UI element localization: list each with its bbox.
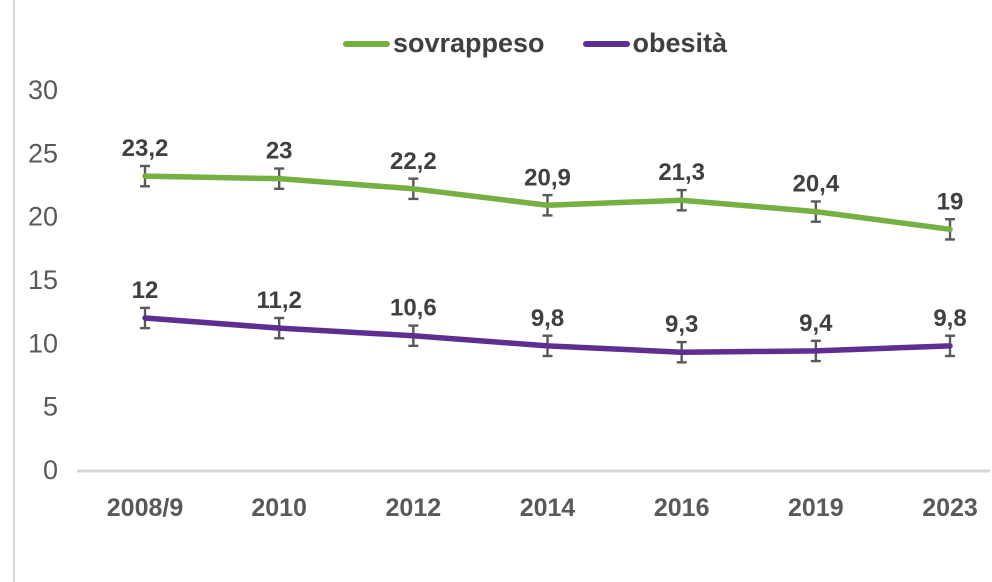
x-axis-category-label: 2014 [520, 494, 576, 522]
data-label-obesità: 9,8 [531, 305, 564, 332]
data-label-sovrappeso: 20,4 [792, 171, 839, 198]
data-label-obesità: 11,2 [256, 287, 301, 314]
x-axis-category-label: 2008/9 [107, 494, 183, 522]
data-label-sovrappeso: 20,9 [524, 164, 571, 191]
x-axis-category-label: 2023 [922, 494, 978, 522]
legend-item-obesita[interactable]: obesità [582, 28, 728, 58]
y-axis-tick-label: 5 [43, 392, 58, 422]
obesita-line-swatch [582, 40, 630, 47]
data-label-obesità: 10,6 [390, 295, 437, 322]
y-axis-tick-label: 25 [28, 138, 58, 168]
data-label-sovrappeso: 19 [937, 188, 964, 215]
y-axis-tick-label: 15 [28, 265, 58, 295]
y-axis-tick-label: 10 [28, 328, 58, 358]
x-axis-category-label: 2016 [654, 494, 710, 522]
left-border-line [13, 0, 15, 582]
legend-item-sovrappeso[interactable]: sovrappeso [342, 28, 545, 58]
data-label-obesità: 9,3 [665, 311, 698, 338]
x-axis-category-label: 2012 [386, 494, 442, 522]
legend-label-sovrappeso: sovrappeso [392, 28, 545, 58]
data-label-obesità: 9,8 [933, 305, 966, 332]
series-line-sovrappeso[interactable] [142, 173, 953, 233]
y-axis-tick-label: 0 [43, 455, 58, 485]
data-label-obesità: 12 [132, 277, 159, 304]
y-axis-tick-label: 20 [28, 202, 58, 232]
legend-label-obesita: obesità [632, 28, 728, 58]
data-label-sovrappeso: 22,2 [390, 148, 437, 175]
data-label-sovrappeso: 23 [266, 138, 293, 165]
data-label-sovrappeso: 23,2 [122, 135, 169, 162]
x-axis-category-label: 2019 [788, 494, 844, 522]
x-axis-category-label: 2010 [251, 494, 307, 522]
data-label-sovrappeso: 21,3 [658, 159, 705, 186]
series-line-obesità[interactable] [142, 315, 953, 355]
sovrappeso-line-swatch [342, 40, 390, 47]
data-label-obesità: 9,4 [799, 310, 833, 337]
chart-legend: sovrappeso obesità [80, 30, 990, 57]
y-axis-tick-label: 30 [28, 75, 58, 105]
